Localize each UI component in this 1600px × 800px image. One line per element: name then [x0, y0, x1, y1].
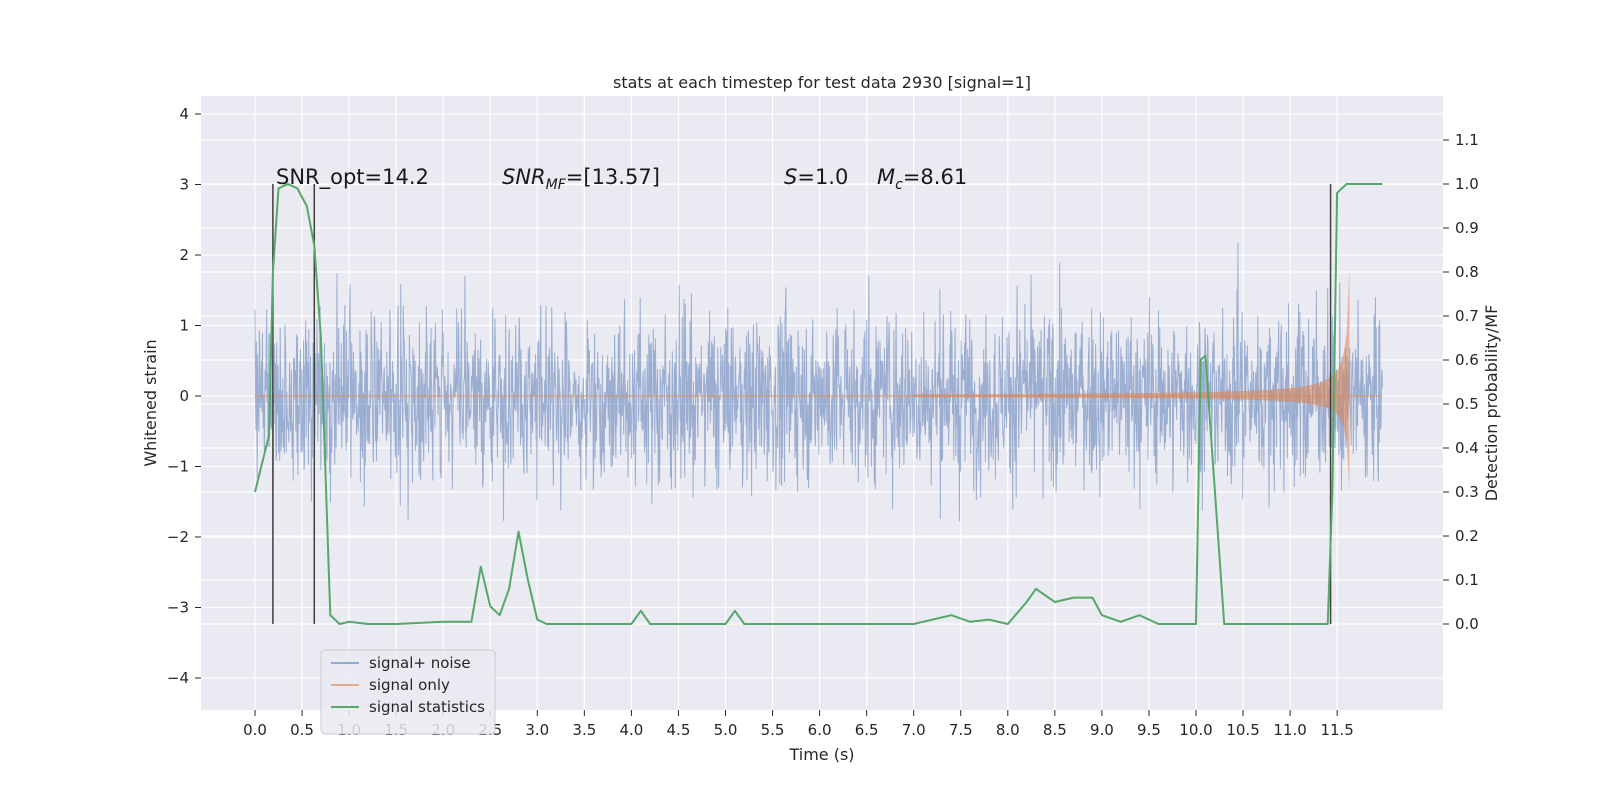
x-tick-label: 3.5: [572, 721, 596, 739]
y2-tick-label: 0.6: [1455, 351, 1479, 369]
legend-label-signal-plus-noise: signal+ noise: [369, 654, 471, 672]
x-tick-label: 10.5: [1226, 721, 1259, 739]
x-tick-label: 4.5: [667, 721, 691, 739]
y-tick-label: 0: [179, 387, 189, 405]
x-tick-label: 0.5: [290, 721, 314, 739]
y2-tick-label: 0.9: [1455, 219, 1479, 237]
x-tick-label: 3.0: [525, 721, 549, 739]
x-tick-label: 5.0: [714, 721, 738, 739]
y2-tick-label: 0.5: [1455, 395, 1479, 413]
y2-tick-label: 0.0: [1455, 615, 1479, 633]
x-tick-label: 8.5: [1043, 721, 1067, 739]
x-tick-label: 11.5: [1320, 721, 1353, 739]
y-axis-label: Whitened strain: [141, 339, 160, 466]
y2-tick-label: 0.3: [1455, 483, 1479, 501]
y-tick-label: 1: [179, 317, 189, 335]
annotation-snr-opt: SNR_opt=14.2: [276, 165, 429, 190]
chart-title: stats at each timestep for test data 293…: [613, 73, 1031, 92]
y-tick-label: −4: [167, 669, 189, 687]
y-tick-label: 4: [179, 105, 189, 123]
x-tick-label: 6.0: [808, 721, 832, 739]
x-tick-label: 9.0: [1090, 721, 1114, 739]
y2-axis-label: Detection probability/MF: [1482, 305, 1501, 502]
y2-tick-label: 0.4: [1455, 439, 1479, 457]
y-tick-label: −3: [167, 599, 189, 617]
x-tick-label: 5.5: [761, 721, 785, 739]
y-tick-label: 2: [179, 246, 189, 264]
annotation-s: S=1.0: [784, 165, 848, 189]
legend-label-signal-only: signal only: [369, 676, 450, 694]
x-tick-label: 7.0: [902, 721, 926, 739]
y2-tick-label: 0.1: [1455, 571, 1479, 589]
y2-axis-ticks: 1.1 1.0 0.9 0.8 0.7 0.6 0.5 0.4 0.3 0.2 0.1 0.0: [1443, 131, 1479, 633]
legend-label-signal-statistics: signal statistics: [369, 698, 485, 716]
annotation-mc: Mc=8.61: [877, 165, 967, 193]
signal-statistics-line: [254, 183, 1383, 625]
series-signal-only: [255, 267, 1383, 490]
y-tick-label: −2: [167, 528, 189, 546]
legend-box: [320, 649, 496, 735]
y-tick-label: −1: [167, 458, 189, 476]
y2-tick-label: 1.1: [1455, 131, 1479, 149]
x-tick-label: 10.0: [1179, 721, 1212, 739]
x-tick-label: 8.0: [996, 721, 1020, 739]
y2-tick-label: 1.0: [1455, 175, 1479, 193]
x-tick-label: 9.5: [1137, 721, 1161, 739]
x-tick-label: 4.0: [619, 721, 643, 739]
y-tick-label: 3: [179, 176, 189, 194]
annotation-snr-mf: SNRMF=[13.57]: [502, 165, 660, 193]
y2-tick-label: 0.2: [1455, 527, 1479, 545]
x-axis-label: Time (s): [788, 745, 854, 764]
series-signal-statistics: [254, 183, 1383, 625]
y2-tick-label: 0.8: [1455, 263, 1479, 281]
y-axis-ticks: 4 3 2 1 0 −1 −2 −3 −4: [167, 105, 201, 687]
y2-tick-label: 0.7: [1455, 307, 1479, 325]
x-tick-label: 11.0: [1273, 721, 1306, 739]
x-tick-label: 0.0: [243, 721, 267, 739]
x-tick-label: 7.5: [949, 721, 973, 739]
legend: signal+ noise signal only signal statist…: [320, 649, 496, 735]
x-tick-label: 6.5: [855, 721, 879, 739]
